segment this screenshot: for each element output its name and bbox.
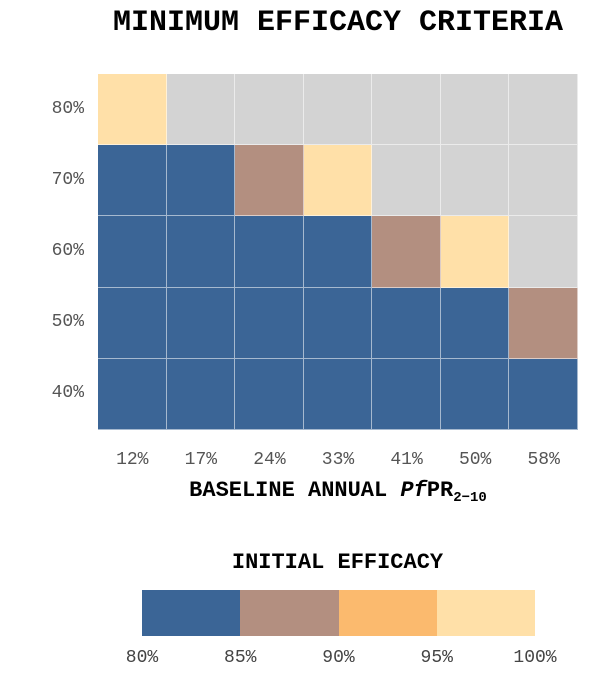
legend-tick-label: 90% (322, 648, 355, 668)
x-axis-label-italic: Pf (400, 478, 427, 503)
heatmap-cell (98, 74, 167, 146)
heatmap-cell (372, 145, 441, 217)
heatmap-cell (166, 74, 236, 146)
x-tick-label: 50% (458, 450, 492, 470)
legend-swatch (142, 590, 241, 636)
legend-swatch (338, 590, 437, 636)
heatmap-grid (98, 74, 578, 430)
heatmap-cell (303, 358, 373, 430)
heatmap-cell (98, 145, 167, 217)
heatmap-cell (98, 358, 167, 430)
heatmap-cell (440, 287, 510, 359)
x-tick-label: 33% (321, 450, 355, 470)
x-tick-label: 12% (116, 450, 149, 470)
heatmap-cell (440, 145, 510, 217)
legend-swatch (240, 590, 339, 636)
x-tick-label: 24% (253, 450, 286, 470)
heatmap-cell (509, 216, 578, 288)
heatmap-cell (372, 74, 441, 146)
x-axis-label: BASELINE ANNUAL PfPR2−10 (98, 478, 578, 506)
heatmap-cell (303, 287, 373, 359)
chart-title: MINIMUM EFFICACY CRITERIA (112, 6, 564, 40)
heatmap-cell (166, 358, 236, 430)
heatmap-cell (440, 358, 510, 430)
heatmap-cell (303, 145, 373, 217)
heatmap-cell (509, 74, 578, 146)
heatmap-cell (372, 287, 441, 359)
heatmap-cell (98, 287, 167, 359)
x-axis-label-subscript: 2−10 (453, 490, 487, 506)
heatmap-cell (235, 74, 304, 146)
heatmap-cell (303, 74, 373, 146)
heatmap-cell (235, 358, 304, 430)
heatmap-cell (98, 216, 167, 288)
legend-tick-label: 95% (420, 648, 453, 668)
heatmap-cell (440, 74, 510, 146)
heatmap-cell (372, 358, 441, 430)
legend-colorbar (142, 590, 535, 636)
x-tick-label: 41% (390, 450, 423, 470)
legend-tick-label: 80% (125, 648, 159, 668)
heatmap-cell (235, 287, 304, 359)
heatmap-cell (235, 145, 304, 217)
x-axis-label-pr: PR (426, 478, 454, 503)
y-tick-label: 80% (51, 98, 84, 119)
heatmap-cell (166, 287, 236, 359)
heatmap-cell (509, 358, 578, 430)
y-tick-label: 60% (51, 241, 84, 261)
heatmap-cell (166, 216, 236, 288)
legend-title: INITIAL EFFICACY (231, 550, 444, 575)
x-axis-label-text: BASELINE ANNUAL (189, 478, 401, 503)
y-tick-label: 50% (51, 312, 84, 333)
legend-tick-label: 100% (513, 648, 557, 668)
heatmap-cell (440, 216, 510, 288)
x-tick-label: 58% (527, 450, 560, 470)
legend-tick-label: 85% (224, 648, 257, 668)
heatmap-cell (166, 145, 236, 217)
x-tick-label: 17% (184, 450, 218, 470)
heatmap-cell (509, 287, 578, 359)
heatmap-cell (372, 216, 441, 288)
legend-swatch (436, 590, 535, 636)
heatmap-cell (303, 216, 373, 288)
y-tick-label: 70% (51, 169, 84, 190)
y-tick-label: 40% (51, 383, 84, 404)
heatmap-cell (235, 216, 304, 288)
heatmap-cell (509, 145, 578, 217)
